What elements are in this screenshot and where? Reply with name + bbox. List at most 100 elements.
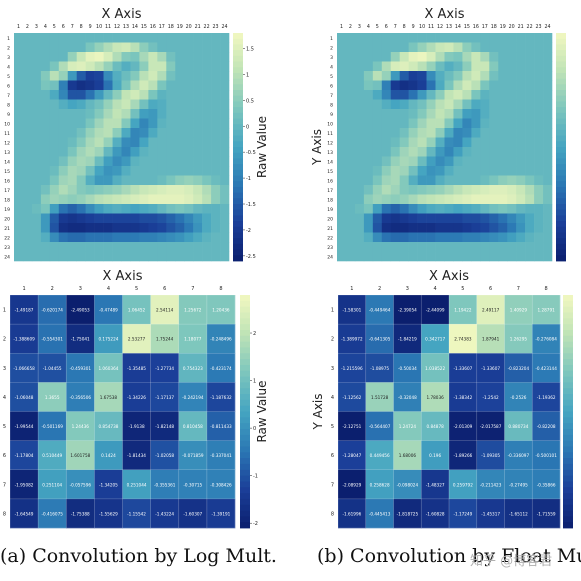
a-bottom-colorbar-segment <box>240 498 250 506</box>
a-top-cell <box>85 223 95 233</box>
a-top-cell <box>220 128 230 138</box>
b-top-cell <box>462 42 472 53</box>
b-bottom-colorbar-segment <box>563 341 573 348</box>
a-top-cell <box>94 61 104 72</box>
a-top-cell <box>121 213 131 224</box>
a-bottom-cell-label: -0.620174 <box>41 308 63 313</box>
a-top-cell <box>184 137 194 148</box>
a-bottom-cell <box>66 411 95 441</box>
a-bottom-cell-label: -1.02058 <box>155 453 174 458</box>
a-bottom-cell-label: -1.95082 <box>15 482 34 487</box>
a-top-cell <box>211 109 221 119</box>
a-top-cell <box>211 118 221 129</box>
b-top-cell <box>345 90 356 100</box>
b-top-cell <box>498 147 508 157</box>
b-top-cell <box>543 213 553 224</box>
b-bottom-cell-label: 1.19422 <box>454 308 472 313</box>
b-top-cell <box>507 251 517 262</box>
a-top-cell <box>121 137 131 148</box>
a-bottom-cell <box>10 469 39 500</box>
b-top-cell <box>489 61 499 72</box>
a-top-cell <box>49 42 60 53</box>
b-top-cell <box>480 118 490 129</box>
a-top-cell <box>22 128 33 138</box>
b-top-cell <box>372 204 383 214</box>
b-bottom-cell-label: -0.449464 <box>369 308 391 313</box>
a-bottom-colorbar-segment <box>240 306 250 313</box>
b-top-cell <box>498 33 508 43</box>
b-top-cell <box>444 156 454 167</box>
a-top-cell <box>58 251 69 262</box>
b-top-cell <box>507 52 517 62</box>
a-top-cell <box>112 213 122 224</box>
b-bottom-cell <box>504 295 533 325</box>
b-top-colorbar-segment <box>556 67 566 74</box>
a-top-cell <box>67 175 78 186</box>
a-bottom-cell-label: -0.242194 <box>182 395 204 400</box>
a-top-cell <box>40 156 51 167</box>
b-top-cell <box>417 175 427 186</box>
a-top-cell <box>40 147 51 157</box>
a-bottom-colorbar-segment <box>240 388 250 395</box>
a-top-x-tick-label: 17 <box>159 24 165 30</box>
a-top-cell <box>76 52 86 62</box>
a-bottom-cell <box>178 295 208 325</box>
a-top-cell <box>130 156 140 167</box>
b-top-cell <box>480 213 490 224</box>
a-top-cell <box>40 137 51 148</box>
a-top-cell <box>58 52 69 62</box>
a-top-y-tick-label: 11 <box>4 131 10 137</box>
b-top-y-tick-label: 2 <box>330 45 333 51</box>
a-bottom-colorbar-segment <box>240 312 250 319</box>
a-top-cell <box>40 80 51 91</box>
b-top-cell <box>345 204 356 214</box>
a-top-cell <box>94 185 104 195</box>
b-bottom-cell <box>393 440 422 471</box>
a-top-cell <box>58 194 69 205</box>
a-top-cell <box>148 213 158 224</box>
b-bottom-colorbar-segment <box>563 498 573 506</box>
b-top-cell <box>408 232 418 243</box>
a-top-cell <box>112 232 122 243</box>
b-top-cell <box>435 204 445 214</box>
a-top-cell <box>193 166 203 176</box>
b-top-cell <box>480 194 490 205</box>
a-top-cell <box>139 194 149 205</box>
a-top-cell <box>76 175 86 186</box>
a-top-cell <box>31 213 42 224</box>
b-top-cell <box>525 61 535 72</box>
a-top-cell <box>14 52 24 62</box>
a-top-cell <box>94 118 104 129</box>
a-top-cell <box>67 52 78 62</box>
b-top-cell <box>372 118 383 129</box>
a-top-y-tick-label: 4 <box>7 64 10 70</box>
b-bottom-cell <box>504 324 533 354</box>
b-top-cell <box>498 242 508 252</box>
a-top-cell <box>202 147 212 157</box>
a-top-cell <box>130 99 140 110</box>
a-top-cell <box>103 128 113 138</box>
a-top-cell <box>94 33 104 43</box>
b-top-cell <box>399 204 409 214</box>
b-top-cell <box>534 166 544 176</box>
a-top-cell <box>22 194 33 205</box>
a-top-cell <box>193 90 203 100</box>
a-top-cell <box>220 90 230 100</box>
b-top-cell <box>399 232 409 243</box>
b-top-cell <box>489 166 499 176</box>
b-top-cell <box>444 80 454 91</box>
a-top-colorbar-segment <box>233 158 243 165</box>
b-top-colorbar-segment <box>556 198 566 205</box>
a-top-cell <box>22 204 33 214</box>
a-top-cell <box>121 80 131 91</box>
b-top-cell <box>381 213 392 224</box>
a-top-cell <box>67 232 78 243</box>
a-top-cell <box>94 90 104 100</box>
a-top-x-tick-label: 4 <box>44 24 47 30</box>
b-top-y-tick-label: 19 <box>327 207 333 213</box>
a-bottom-cell-label: -1.066658 <box>13 366 35 371</box>
b-bottom-cell-label: -1.58301 <box>342 308 361 313</box>
a-top-colorbar-tick-label: -0.5 <box>246 150 256 156</box>
b-top-cell <box>471 185 481 195</box>
b-bottom-colorbar-segment <box>563 318 573 325</box>
